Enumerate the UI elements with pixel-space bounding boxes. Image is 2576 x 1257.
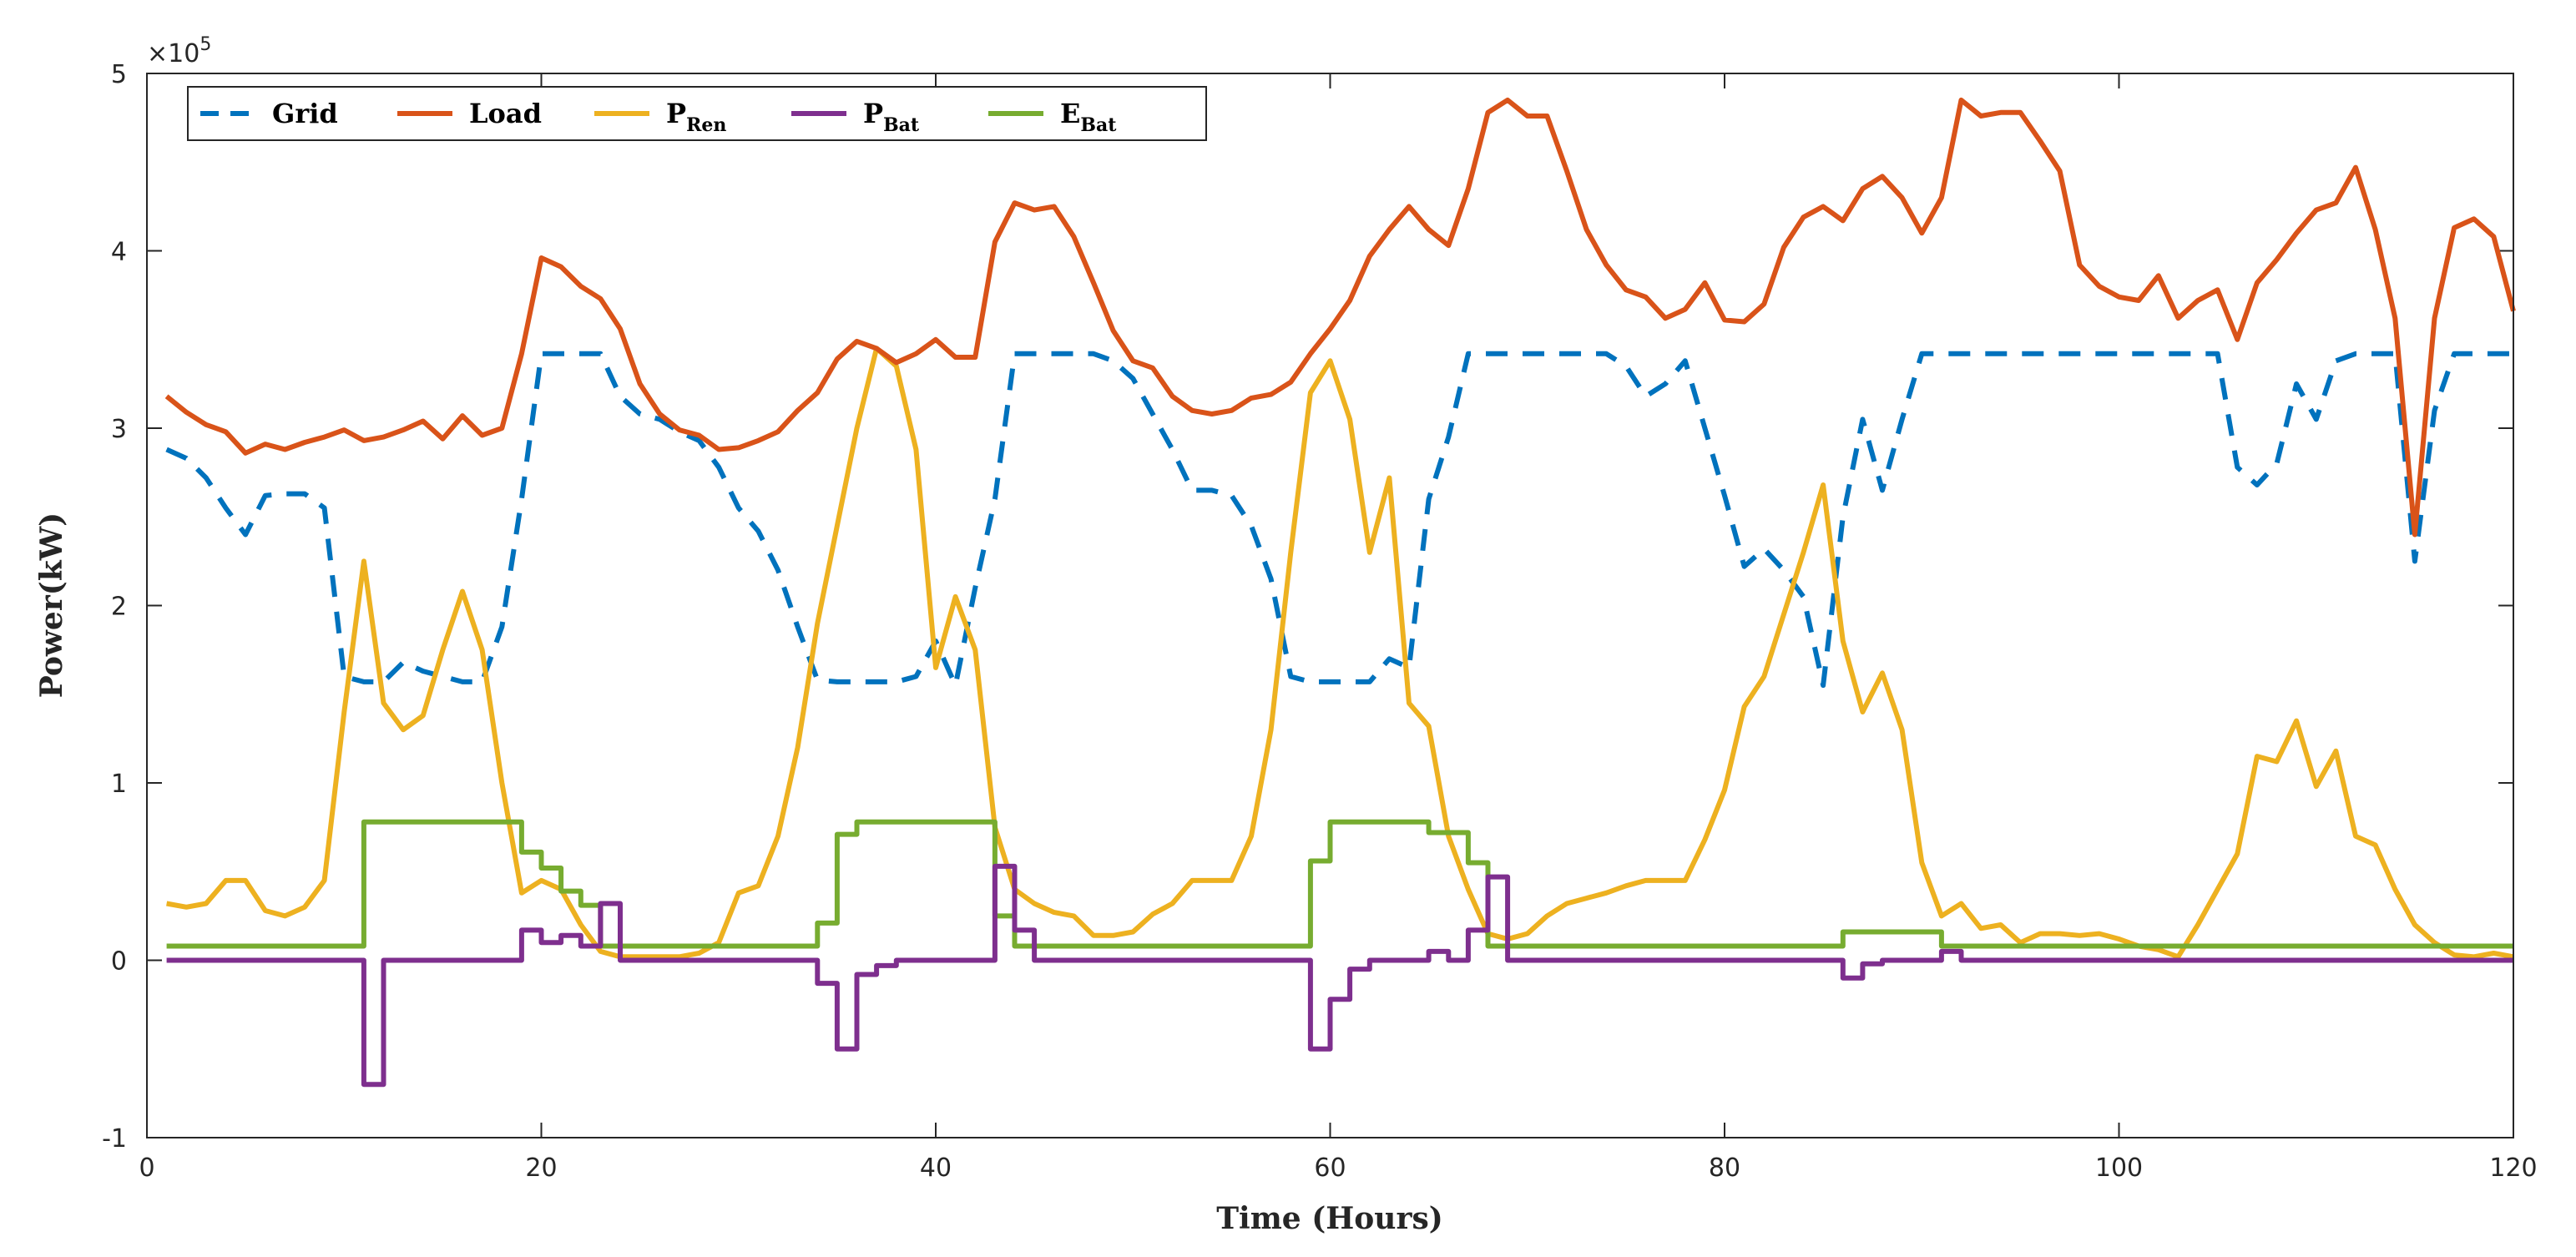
legend-label-main: P	[666, 98, 686, 129]
series-line-p-ren	[166, 346, 2514, 960]
series-line-p-bat	[166, 863, 2513, 1088]
legend-label-main: P	[863, 98, 883, 129]
y-exponent-base: ×10	[147, 39, 200, 68]
y-tick-label: 2	[111, 593, 127, 622]
y-exponent-label: ×105	[147, 34, 211, 68]
y-tick-label: 1	[111, 770, 127, 799]
series-line-grid	[165, 351, 2513, 689]
legend: Grid Load PRen PBat EBat	[187, 86, 1207, 141]
y-axis-label: Power(kW)	[34, 512, 69, 698]
y-tick-label: 3	[111, 415, 127, 444]
series-line-e-bat	[166, 819, 2513, 949]
legend-label-main: Grid	[272, 98, 338, 129]
tick-labels: 0 20 40 60 80 100 120 -1 0 1 2 3 4 5	[102, 60, 2538, 1183]
x-tick-label: 60	[1314, 1154, 1346, 1183]
series-line-load	[164, 97, 2516, 538]
x-tick-label: 80	[1709, 1154, 1740, 1183]
plot-area	[147, 73, 2513, 1138]
y-tick-label: -1	[102, 1124, 127, 1154]
legend-label-sub: Bat	[883, 114, 920, 136]
axes-box	[146, 73, 2514, 1138]
legend-label-p-ren: PRen	[666, 98, 726, 136]
y-tick-label: 4	[111, 238, 127, 267]
x-tick-label: 40	[920, 1154, 952, 1183]
legend-label-e-bat: EBat	[1060, 98, 1117, 136]
y-tick-label: 5	[111, 60, 127, 89]
legend-label-p-bat: PBat	[863, 98, 920, 136]
y-tick-label: 0	[111, 947, 127, 977]
legend-label-load: Load	[469, 98, 542, 129]
series-group	[164, 97, 2516, 1088]
legend-label-sub: Ren	[686, 114, 726, 136]
legend-label-main: Load	[469, 98, 542, 129]
x-tick-label: 120	[2489, 1154, 2537, 1183]
x-tick-label: 100	[2095, 1154, 2143, 1183]
x-tick-label: 0	[139, 1154, 154, 1183]
y-exponent-power: 5	[200, 34, 211, 55]
legend-label-sub: Bat	[1080, 114, 1117, 136]
legend-label-grid: Grid	[272, 98, 338, 129]
x-tick-label: 20	[525, 1154, 557, 1183]
legend-label-main: E	[1060, 98, 1080, 129]
x-axis-label: Time (Hours)	[1216, 1201, 1443, 1236]
